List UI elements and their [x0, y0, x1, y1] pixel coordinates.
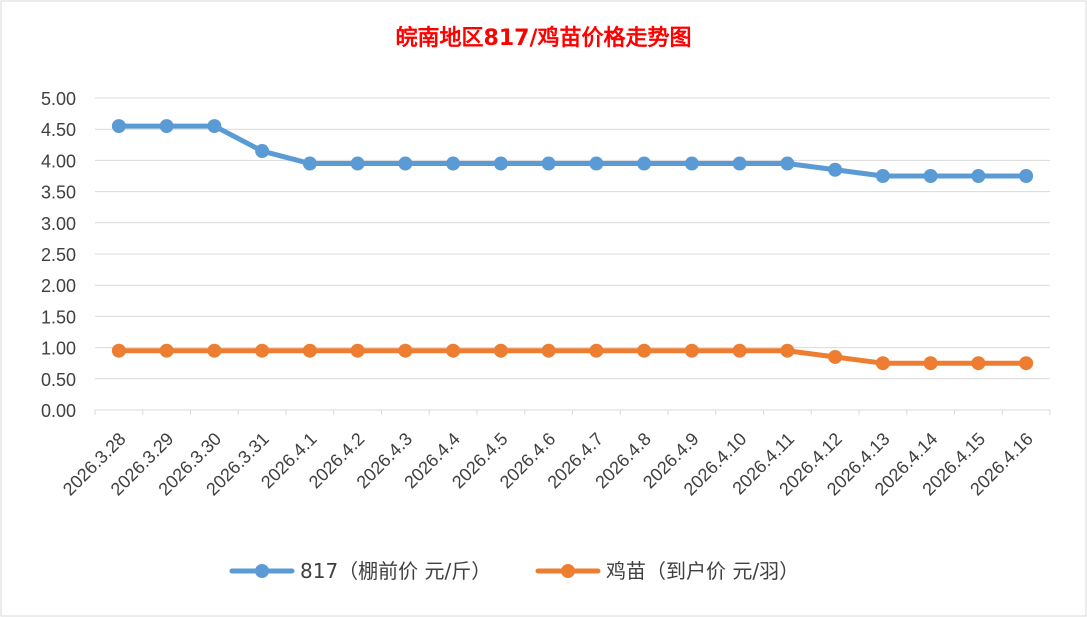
- data-point: [637, 156, 652, 171]
- data-point: [875, 169, 890, 183]
- legend-label: 鸡苗（到户价 元/羽）: [606, 559, 799, 583]
- data-point: [637, 343, 652, 358]
- data-point: [780, 343, 795, 358]
- legend-swatch-marker: [255, 564, 269, 578]
- series-line: [116, 123, 1029, 179]
- data-point: [159, 119, 174, 134]
- data-point: [589, 156, 604, 171]
- data-point: [1019, 356, 1034, 371]
- y-axis-tick-labels: 0.00 0.50 1.00 1.50 2.00 2.50 3.00 3.50 4.00 4.50…: [41, 89, 76, 421]
- data-point: [732, 343, 747, 358]
- y-tick-label: 4.50: [41, 120, 76, 140]
- data-point: [828, 349, 843, 364]
- data-point: [589, 343, 604, 358]
- y-tick-label: 1.00: [41, 339, 76, 359]
- data-point: [350, 156, 365, 171]
- y-tick-label: 4.00: [41, 151, 76, 171]
- data-point: [207, 343, 222, 358]
- legend-swatch-marker: [561, 564, 575, 578]
- y-tick-label: 5.00: [41, 89, 76, 109]
- data-point: [684, 156, 699, 171]
- legend-label: 817（棚前价 元/斤）: [300, 559, 491, 583]
- data-point: [159, 343, 174, 358]
- data-point: [684, 343, 699, 358]
- y-tick-label: 1.50: [41, 307, 76, 327]
- data-point: [875, 356, 890, 371]
- data-point: [828, 162, 843, 177]
- y-tick-label: 3.00: [41, 214, 76, 234]
- legend-item: 鸡苗（到户价 元/羽）: [535, 559, 799, 583]
- data-point: [398, 343, 413, 358]
- series-1: [111, 119, 1034, 183]
- data-point: [541, 156, 556, 171]
- data-point: [493, 156, 508, 171]
- data-point: [302, 343, 317, 358]
- data-point: [1019, 169, 1034, 183]
- legend-item: 817（棚前价 元/斤）: [229, 559, 491, 583]
- data-point: [923, 356, 938, 371]
- y-tick-label: 0.50: [41, 370, 76, 390]
- data-point: [255, 144, 270, 159]
- y-tick-label: 2.00: [41, 276, 76, 296]
- data-point: [350, 343, 365, 358]
- data-point: [207, 119, 222, 134]
- chart-title: 皖南地区817/鸡苗价格走势图: [396, 25, 692, 51]
- y-tick-label: 0.00: [41, 401, 76, 421]
- data-point: [732, 156, 747, 171]
- y-gridlines: [95, 97, 1050, 411]
- data-point: [302, 156, 317, 171]
- data-point: [923, 169, 938, 183]
- data-point: [398, 156, 413, 171]
- data-point: [493, 343, 508, 358]
- data-point: [255, 343, 270, 358]
- y-tick-label: 3.50: [41, 183, 76, 203]
- data-point: [446, 343, 461, 358]
- data-point: [111, 119, 126, 134]
- data-point: [541, 343, 556, 358]
- data-point: [111, 343, 126, 358]
- data-point: [971, 356, 986, 371]
- series-2: [111, 343, 1034, 371]
- series-line: [116, 348, 1029, 366]
- data-point: [446, 156, 461, 171]
- data-point: [971, 169, 986, 183]
- data-point: [780, 156, 795, 171]
- y-tick-label: 2.50: [41, 245, 76, 265]
- legend: 817（棚前价 元/斤） 鸡苗（到户价 元/羽）: [229, 559, 799, 583]
